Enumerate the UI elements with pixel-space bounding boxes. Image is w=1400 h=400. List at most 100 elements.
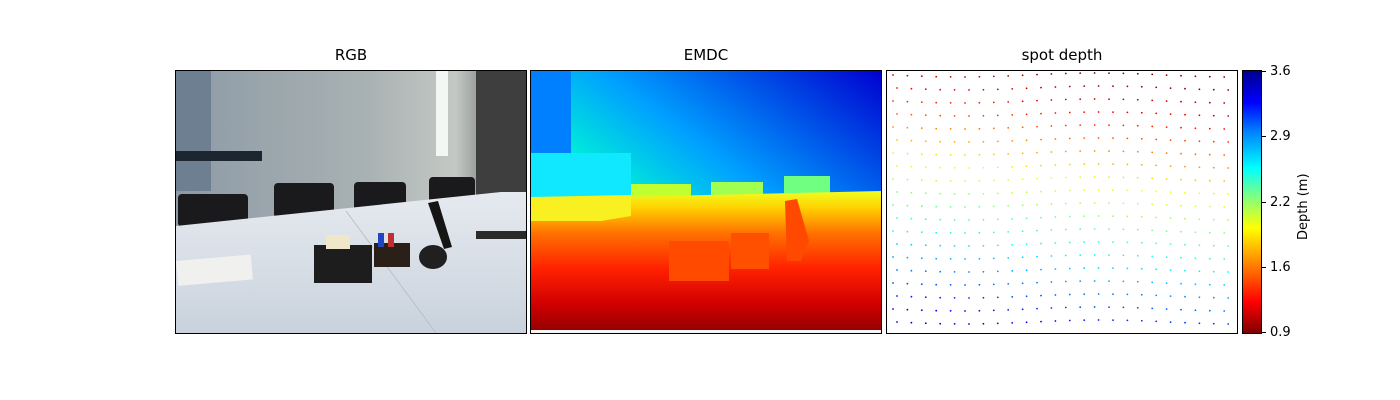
depth-spot — [949, 128, 952, 130]
depth-spot — [953, 219, 956, 221]
depth-spot — [1151, 281, 1154, 284]
depth-spot — [1165, 100, 1168, 102]
depth-spot — [1079, 150, 1082, 152]
depth-spot — [1021, 256, 1024, 259]
depth-spot — [1198, 296, 1201, 299]
depth-spot — [964, 258, 966, 260]
depth-spot — [1208, 179, 1211, 182]
depth-spot — [968, 323, 970, 325]
depth-spot — [1212, 166, 1215, 169]
depth-spot — [1169, 321, 1172, 323]
depth-spot — [1050, 255, 1053, 257]
depth-spot — [1122, 72, 1125, 75]
depth-spot — [992, 257, 995, 260]
depth-spot — [1050, 73, 1053, 75]
depth-spot — [996, 166, 999, 169]
depth-spot — [1064, 202, 1067, 205]
depth-spot — [1054, 216, 1057, 218]
depth-spot — [1169, 295, 1172, 297]
depth-spot — [949, 258, 952, 260]
depth-spot — [1155, 268, 1158, 271]
depth-spot — [949, 284, 952, 286]
depth-spot — [1155, 216, 1158, 219]
depth-spot — [964, 154, 966, 156]
depth-spot — [978, 75, 981, 78]
depth-spot — [992, 127, 995, 130]
depth-spot — [1079, 280, 1082, 282]
depth-spot — [968, 167, 970, 169]
depth-spot — [1151, 203, 1154, 206]
depth-spot — [1064, 72, 1067, 75]
depth-spot — [910, 243, 913, 246]
depth-spot — [1136, 254, 1139, 257]
depth-spot — [996, 192, 999, 195]
depth-spot — [1112, 189, 1114, 191]
depth-spot — [1184, 87, 1186, 90]
depth-spot — [992, 179, 995, 182]
depth-spot — [906, 74, 909, 77]
depth-spot — [1212, 192, 1215, 195]
depth-spot — [924, 218, 927, 221]
depth-spot — [1198, 244, 1201, 247]
depth-spot — [1083, 241, 1086, 244]
depth-spot — [1064, 176, 1067, 179]
depth-spot — [1050, 203, 1053, 205]
depth-spot — [1180, 282, 1182, 285]
depth-spot — [1194, 257, 1197, 260]
depth-spot — [1054, 112, 1057, 114]
depth-spot — [992, 283, 995, 286]
depth-spot — [1184, 191, 1186, 194]
depth-spot — [1136, 72, 1139, 75]
depth-spot — [1007, 179, 1010, 181]
depth-spot — [1223, 102, 1226, 104]
depth-spot — [978, 179, 981, 182]
depth-spot — [1165, 126, 1168, 128]
depth-spot — [1180, 256, 1182, 259]
depth-spot — [896, 87, 898, 89]
depth-spot — [1122, 254, 1125, 257]
depth-spot — [982, 166, 985, 169]
depth-spot — [1180, 100, 1182, 103]
depth-spot — [1083, 189, 1086, 191]
depth-spot — [1184, 217, 1186, 220]
depth-spot — [906, 230, 909, 233]
depth-spot — [953, 297, 956, 299]
depth-spot — [1227, 89, 1230, 91]
depth-spot — [1112, 85, 1114, 87]
depth-spot — [1054, 294, 1057, 296]
depth-spot — [1021, 100, 1024, 103]
depth-spot — [1122, 306, 1125, 309]
depth-spot — [1155, 294, 1158, 297]
depth-spot — [892, 178, 894, 180]
depth-spot — [1198, 114, 1201, 117]
depth-spot — [1194, 127, 1197, 130]
depth-spot — [1136, 98, 1139, 101]
depth-spot — [1198, 140, 1201, 143]
depth-spot — [1184, 165, 1186, 168]
depth-spot — [935, 283, 938, 286]
depth-spot — [920, 309, 923, 312]
depth-spot — [1108, 202, 1110, 205]
depth-spot — [1155, 190, 1158, 193]
depth-spot — [924, 296, 927, 299]
depth-spot — [1040, 294, 1042, 297]
depth-spot — [892, 282, 894, 284]
depth-spot — [1079, 72, 1082, 74]
depth-spot — [964, 310, 966, 312]
depth-spot — [1036, 125, 1038, 128]
depth-spot — [1108, 72, 1110, 74]
depth-spot — [1108, 176, 1110, 178]
depth-spot — [1227, 297, 1230, 299]
depth-spot — [896, 243, 898, 245]
depth-spot — [1097, 163, 1100, 165]
depth-spot — [924, 244, 927, 247]
depth-spot — [1083, 293, 1086, 295]
depth-spot — [1112, 111, 1114, 113]
depth-spot — [1198, 218, 1201, 221]
depth-spot — [892, 126, 894, 128]
depth-spot — [1079, 228, 1082, 231]
depth-spot — [1040, 268, 1042, 271]
depth-spot — [982, 88, 985, 91]
depth-spot — [910, 321, 913, 324]
depth-spot — [910, 165, 913, 168]
